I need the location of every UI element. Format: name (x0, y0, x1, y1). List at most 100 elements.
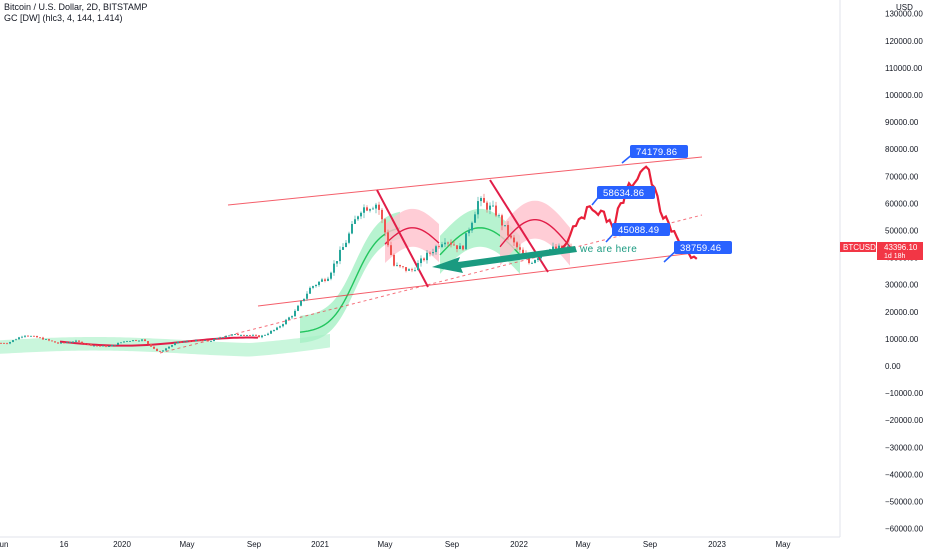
candle-body (273, 329, 275, 331)
candle-body (24, 335, 26, 337)
target-value: 45088.49 (618, 225, 659, 236)
candle-body (294, 310, 296, 317)
band-line (384, 227, 440, 245)
candle-body (381, 209, 383, 220)
candle-body (555, 246, 557, 249)
candle-body (228, 335, 230, 337)
candle-body (207, 340, 209, 342)
candle-body (480, 197, 482, 202)
time-tick-label: 2023 (708, 540, 726, 549)
candle-body (306, 293, 308, 299)
candle-body (150, 343, 152, 347)
candle-body (69, 342, 71, 343)
candle-body (396, 265, 398, 266)
candle-body (567, 246, 569, 248)
annotation-text: we are here (579, 244, 637, 255)
candle-body (492, 205, 494, 207)
candle-body (153, 346, 155, 349)
candle-body (336, 261, 338, 264)
candle-body (195, 339, 197, 342)
band-line (299, 227, 401, 333)
candle-body (186, 340, 188, 342)
candle-body (357, 216, 359, 220)
candle-body (60, 342, 62, 344)
candle-body (432, 252, 434, 254)
candle-body (189, 340, 191, 342)
candle-body (282, 324, 284, 327)
candle-body (270, 330, 272, 334)
candle-body (516, 242, 518, 248)
candle-body (180, 341, 182, 343)
time-tick-label: Sep (643, 540, 658, 549)
candle-body (360, 212, 362, 217)
trend-channel (159, 156, 703, 354)
candle-body (504, 225, 506, 226)
candle-body (123, 341, 125, 343)
candle-body (327, 278, 329, 281)
candle-body (135, 340, 137, 341)
candle-body (246, 335, 248, 336)
price-tick-label: −50000.00 (885, 498, 924, 507)
candle-body (129, 341, 131, 342)
candle-body (102, 345, 104, 347)
price-axis: 130000.00 120000.00 110000.00 100000.00 9000… (885, 10, 924, 534)
candle-body (114, 344, 116, 346)
candle-body (93, 345, 95, 347)
price-tick-label: 130000.00 (885, 10, 923, 19)
price-tick-label: 120000.00 (885, 37, 923, 46)
candle-body (285, 319, 287, 325)
price-tick-label: −40000.00 (885, 470, 924, 479)
target-badge (630, 145, 688, 158)
candle-body (264, 334, 266, 336)
candle-body (90, 344, 92, 346)
candle-body (249, 335, 251, 336)
candle-body (315, 284, 317, 287)
candle-body (513, 237, 515, 243)
candle-body (12, 340, 14, 342)
candle-body (243, 335, 245, 336)
candle-body (423, 258, 425, 261)
candle-body (420, 258, 422, 264)
candle-body (72, 341, 74, 343)
candle-body (0, 342, 2, 344)
candle-body (312, 286, 314, 288)
candle-body (339, 249, 341, 262)
candle-body (351, 223, 353, 234)
candle-body (558, 245, 560, 249)
trend-down-1 (376, 189, 429, 288)
candle-body (231, 334, 233, 336)
candle-body (54, 341, 56, 343)
price-tick-label: 10000.00 (885, 335, 919, 344)
candle-body (510, 235, 512, 238)
candle-body (303, 298, 305, 301)
annotation-arrow (432, 246, 577, 273)
candle-body (333, 263, 335, 273)
candle-body (66, 342, 68, 344)
time-tick-label: 2022 (510, 540, 528, 549)
candle-body (21, 336, 23, 338)
candle-body (528, 257, 530, 264)
candle-body (117, 342, 119, 345)
candle-body (204, 340, 206, 342)
band-line (59, 336, 259, 347)
price-tick-label: 110000.00 (885, 64, 923, 73)
candle-body (213, 338, 215, 342)
candle-body (18, 337, 20, 340)
candle-body (183, 341, 185, 343)
candle-body (537, 258, 539, 261)
candle-body (369, 209, 371, 211)
candle-body (6, 343, 8, 345)
time-tick-label: May (377, 540, 392, 549)
candle-body (408, 269, 410, 271)
symbol-tag-text: BTCUSD (843, 243, 876, 252)
candle-body (465, 233, 467, 250)
symbol-tag (840, 242, 876, 252)
candle-body (291, 316, 293, 318)
candle-body (237, 334, 239, 336)
candle-body (345, 242, 347, 248)
candle-body (132, 340, 134, 342)
candle-body (162, 350, 164, 352)
candle-body (111, 344, 113, 347)
candle-body (279, 326, 281, 328)
